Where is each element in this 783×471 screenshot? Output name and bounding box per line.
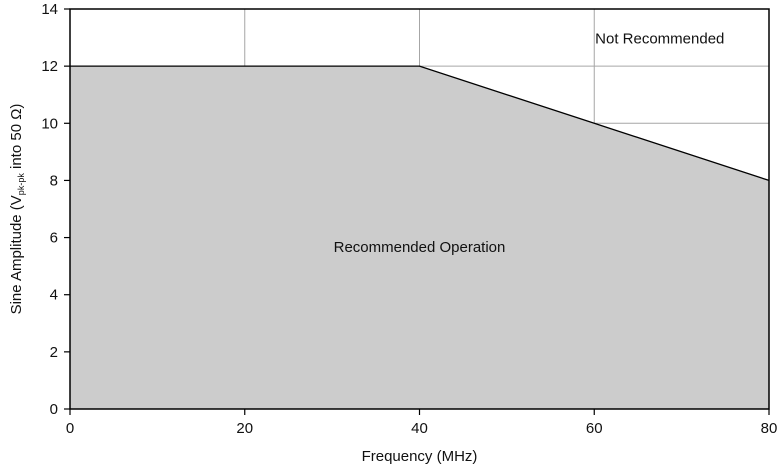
y-tick-label: 0 — [50, 401, 58, 418]
y-tick-label: 14 — [41, 1, 58, 18]
y-axis-title-prefix: Sine Amplitude (V — [8, 195, 25, 314]
recommended-operation-area — [70, 66, 769, 410]
y-tick-label: 4 — [50, 287, 58, 304]
y-axis-title-subscript: pk-pk — [16, 173, 26, 196]
y-tick-label: 10 — [41, 115, 58, 132]
y-axis-ticks: 0 2 4 6 8 10 12 14 — [41, 1, 70, 418]
x-tick-label: 0 — [66, 420, 74, 437]
y-tick-label: 2 — [50, 344, 58, 361]
x-tick-label: 20 — [236, 420, 253, 437]
x-axis-ticks: 0 20 40 60 80 — [66, 409, 778, 437]
y-tick-label: 8 — [50, 172, 58, 189]
y-tick-label: 12 — [41, 58, 58, 75]
not-recommended-label: Not Recommended — [595, 30, 724, 47]
x-tick-label: 80 — [761, 420, 778, 437]
x-axis-title: Frequency (MHz) — [362, 448, 478, 465]
y-axis-title: Sine Amplitude (Vpk-pk into 50 Ω) — [8, 104, 26, 315]
y-tick-label: 6 — [50, 230, 58, 247]
boundary-line — [70, 65, 770, 182]
x-tick-label: 40 — [411, 420, 428, 437]
y-axis-title-suffix: into 50 Ω) — [8, 104, 25, 174]
recommended-operation-label: Recommended Operation — [334, 239, 506, 256]
x-tick-label: 60 — [586, 420, 603, 437]
